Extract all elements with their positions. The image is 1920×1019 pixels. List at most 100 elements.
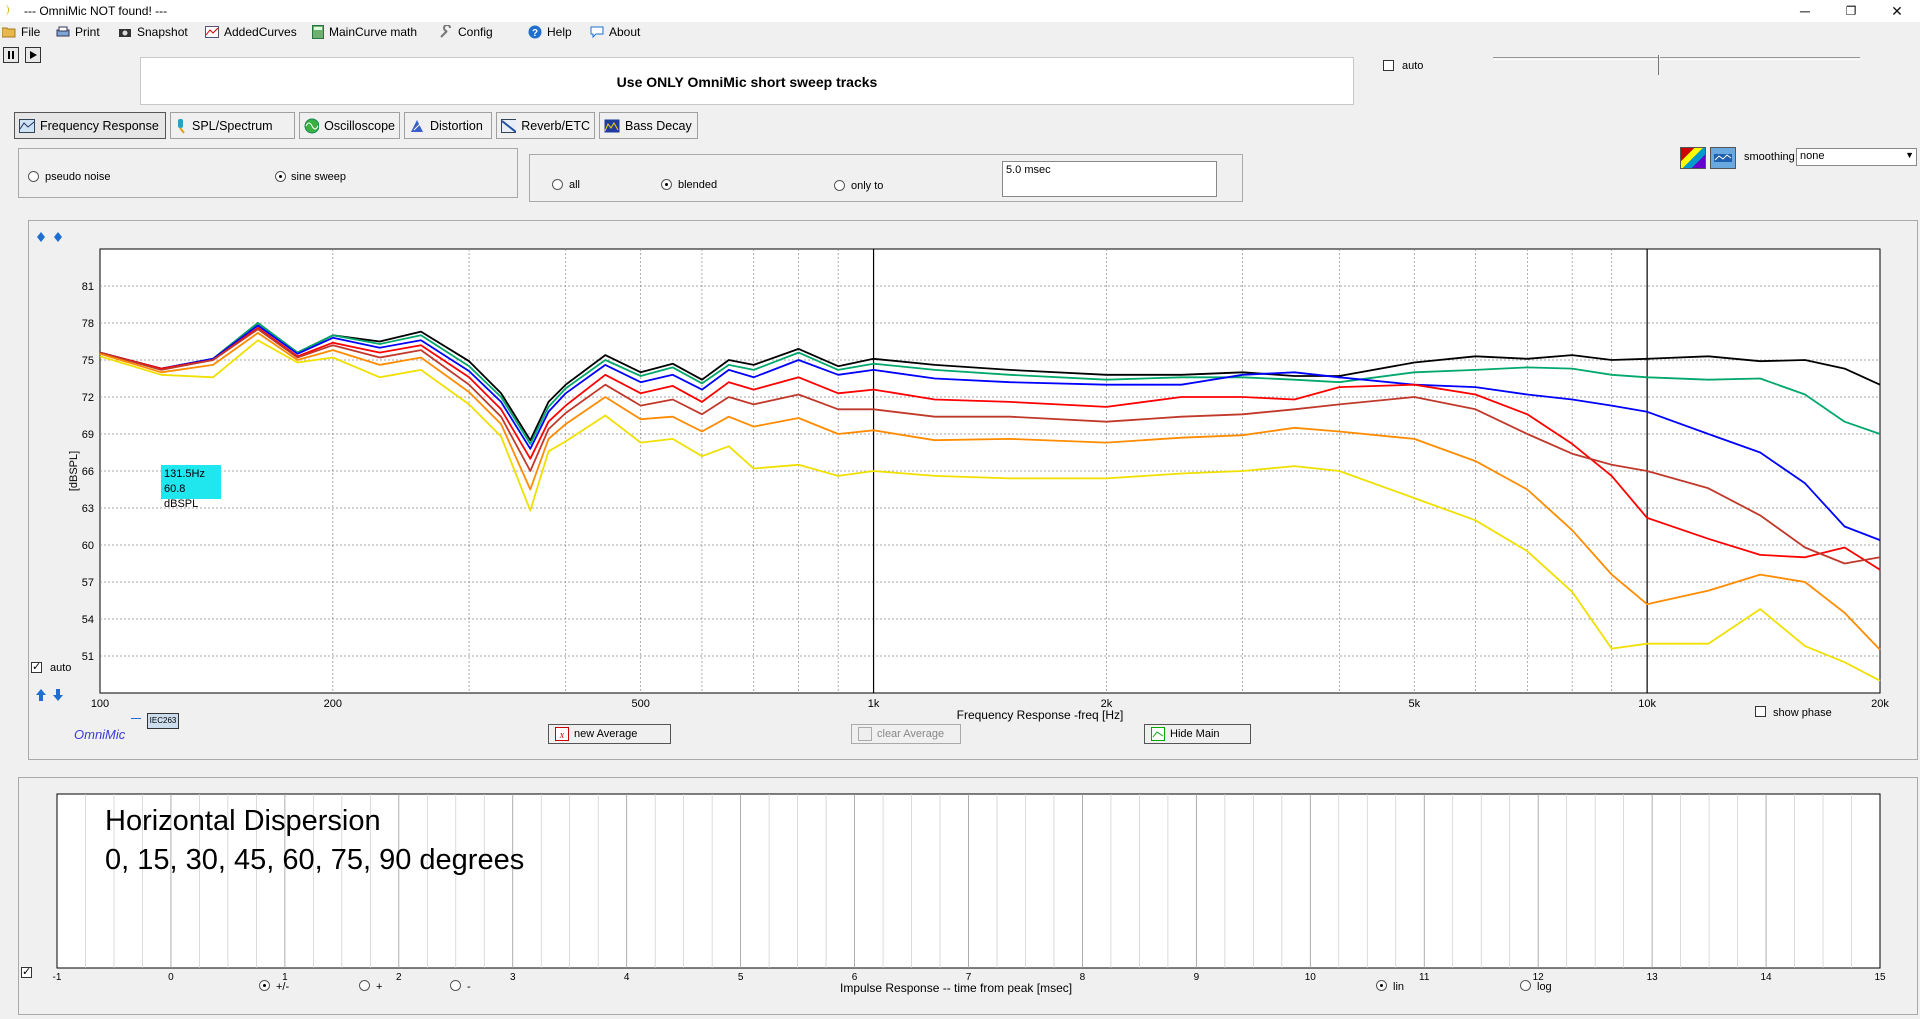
- show-phase-label: show phase: [1773, 707, 1832, 719]
- zoom-y-arrows[interactable]: [35, 231, 69, 245]
- tab-reverb-etc[interactable]: Reverb/ETC: [496, 112, 595, 139]
- clear-average-button[interactable]: clear Average: [851, 724, 961, 744]
- impulse-tick-label: 3: [510, 972, 516, 983]
- show-phase-checkbox[interactable]: [1755, 706, 1766, 717]
- level-slider-thumb[interactable]: [1658, 55, 1661, 75]
- tab-bass-decay[interactable]: Bass Decay: [599, 112, 698, 139]
- curve-2: [99, 324, 1881, 541]
- legend-line: [131, 718, 141, 719]
- expand-icon: [37, 232, 45, 242]
- average-icon: x: [555, 727, 569, 741]
- impulse-tick-label: 9: [1194, 972, 1200, 983]
- info-message-box: Use ONLY OmniMic short sweep tracks: [140, 57, 1354, 105]
- x-axis-label: Frequency Response -freq [Hz]: [957, 708, 1124, 722]
- gating-blended-radio[interactable]: [661, 179, 672, 190]
- new-average-label: new Average: [574, 728, 638, 740]
- close-button[interactable]: ✕: [1891, 3, 1903, 19]
- gating-group: all blended only to 5.0 msec: [529, 154, 1243, 202]
- menu-print[interactable]: Print: [56, 24, 100, 40]
- polarity-plus-radio[interactable]: [359, 980, 370, 991]
- gating-all-radio[interactable]: [552, 179, 563, 190]
- impulse-tick-label: 14: [1761, 972, 1773, 983]
- impulse-tick-label: 5: [738, 972, 744, 983]
- scale-lin-label: lin: [1393, 981, 1405, 993]
- impulse-tick-label: 10: [1305, 972, 1317, 983]
- menu-file[interactable]: File: [2, 24, 40, 40]
- svg-text:x: x: [559, 730, 565, 741]
- smoothing-select[interactable]: none ▼: [1796, 148, 1917, 166]
- sine-sweep-radio[interactable]: [275, 171, 286, 182]
- scale-log-radio[interactable]: [1520, 980, 1531, 991]
- clear-icon: [858, 727, 872, 741]
- x-tick-label: 100: [91, 698, 109, 710]
- cursor-readout: 131.5Hz 60.8 dBSPL: [161, 465, 221, 510]
- gating-all-label: all: [569, 179, 581, 191]
- tab-oscilloscope[interactable]: Oscilloscope: [299, 112, 400, 139]
- tab-distortion[interactable]: Distortion: [404, 112, 492, 139]
- y-tick-label: 75: [82, 355, 94, 367]
- gate-time-field[interactable]: 5.0 msec: [1002, 161, 1217, 197]
- polarity-minus-label: -: [467, 981, 471, 993]
- level-meter-left: [1493, 57, 1658, 60]
- impulse-tick-label: 4: [624, 972, 630, 983]
- y-tick-label: 54: [82, 614, 94, 626]
- microphone-icon: [178, 118, 185, 134]
- window-title: --- OmniMic NOT found! ---: [24, 4, 168, 18]
- menu-snapshot[interactable]: Snapshot: [118, 24, 188, 40]
- spectrum-view-button[interactable]: [1710, 147, 1736, 169]
- impulse-tick-label: -1: [53, 972, 62, 983]
- maximize-button[interactable]: ❐: [1845, 4, 1857, 18]
- menu-config[interactable]: Config: [439, 24, 493, 40]
- curve-6: [99, 339, 1881, 682]
- color-palette-button[interactable]: [1680, 147, 1706, 169]
- hide-main-button[interactable]: Hide Main: [1144, 724, 1251, 744]
- auto-level-checkbox[interactable]: [1383, 60, 1394, 71]
- tab-spl-spectrum[interactable]: SPL/Spectrum: [170, 112, 295, 139]
- scale-log-label: log: [1537, 981, 1552, 993]
- play-button[interactable]: [25, 47, 41, 63]
- menu-help[interactable]: ? Help: [528, 24, 572, 40]
- level-slider[interactable]: [1660, 57, 1860, 60]
- scale-lin-radio[interactable]: [1376, 980, 1387, 991]
- polarity-plus-minus-radio[interactable]: [259, 980, 270, 991]
- app-icon: [6, 4, 9, 16]
- spectrum-icon: [1714, 154, 1732, 162]
- sine-sweep-label: sine sweep: [291, 171, 347, 183]
- menu-maincurve-math[interactable]: MainCurve math: [312, 24, 417, 40]
- impulse-tick-label: 7: [966, 972, 972, 983]
- y-tick-label: 78: [82, 318, 94, 330]
- polarity-minus-radio[interactable]: [450, 980, 461, 991]
- menu-added-curves[interactable]: AddedCurves: [205, 24, 297, 40]
- scroll-y-arrows[interactable]: [35, 688, 69, 702]
- arrow-up-icon: [36, 689, 46, 701]
- menu-snapshot-label: Snapshot: [137, 25, 188, 39]
- compress-icon: [54, 232, 62, 242]
- chevron-down-icon: ▼: [1905, 150, 1914, 160]
- play-icon: [30, 51, 37, 59]
- tab-label: SPL/Spectrum: [192, 118, 273, 133]
- new-average-button[interactable]: x new Average: [548, 724, 671, 744]
- y-tick-label: 69: [82, 429, 94, 441]
- hide-main-label: Hide Main: [1170, 728, 1220, 740]
- tab-frequency-response[interactable]: Frequency Response: [14, 112, 166, 139]
- auto-scale-checkbox[interactable]: [31, 660, 42, 673]
- menu-about[interactable]: About: [590, 24, 640, 40]
- annotation-subtitle: 0, 15, 30, 45, 60, 75, 90 degrees: [105, 844, 525, 876]
- info-message: Use ONLY OmniMic short sweep tracks: [616, 74, 878, 90]
- minimize-button[interactable]: ─: [1800, 3, 1810, 19]
- x-tick-label: 500: [632, 698, 650, 710]
- pause-button[interactable]: [3, 47, 19, 63]
- hide-main-icon: [1151, 727, 1165, 741]
- y-tick-label: 81: [82, 281, 94, 293]
- gating-only-to-radio[interactable]: [834, 180, 845, 191]
- tab-label: Frequency Response: [40, 118, 159, 133]
- curve-5: [99, 331, 1881, 651]
- impulse-auto-checkbox[interactable]: [21, 965, 32, 978]
- reverb-icon: [501, 118, 517, 133]
- menu-bar: File Print Snapshot AddedCurves MainCurv…: [0, 22, 1920, 42]
- auto-scale-label: auto: [50, 662, 72, 674]
- impulse-tick-label: 12: [1533, 972, 1545, 983]
- gating-only-to-label: only to: [851, 180, 884, 192]
- tab-label: Bass Decay: [625, 118, 692, 133]
- pseudo-noise-radio[interactable]: [28, 171, 39, 182]
